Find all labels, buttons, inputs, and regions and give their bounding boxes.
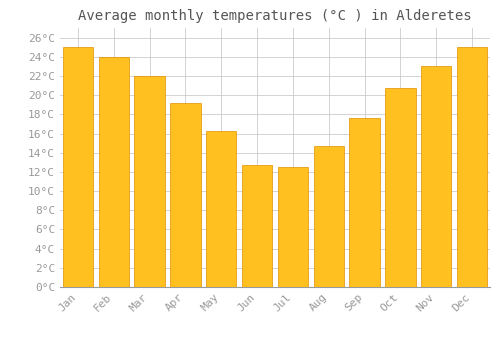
Bar [206, 131, 236, 287]
Bar [62, 47, 93, 287]
Bar [350, 118, 380, 287]
Bar [278, 167, 308, 287]
Bar [421, 66, 452, 287]
Bar [314, 146, 344, 287]
Bar [134, 76, 165, 287]
Bar [457, 47, 488, 287]
Bar [242, 165, 272, 287]
Title: Average monthly temperatures (°C ) in Alderetes: Average monthly temperatures (°C ) in Al… [78, 9, 472, 23]
Bar [385, 89, 416, 287]
Bar [170, 103, 200, 287]
Bar [98, 57, 129, 287]
